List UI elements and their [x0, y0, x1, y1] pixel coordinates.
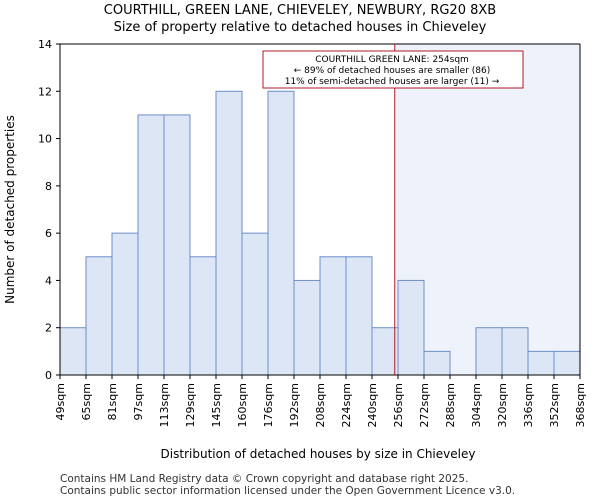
larger-region-shade: [394, 44, 580, 375]
x-tick-label: 336sqm: [522, 383, 535, 427]
x-tick-label: 65sqm: [80, 383, 93, 420]
x-tick-label: 256sqm: [392, 383, 405, 427]
x-tick-label: 240sqm: [366, 383, 379, 427]
bar-240sqm: [371, 327, 399, 376]
x-tick-label: 304sqm: [470, 383, 483, 427]
x-tick-label: 368sqm: [574, 383, 587, 427]
bar-192sqm: [293, 279, 321, 376]
bar-224sqm: [345, 256, 373, 376]
bar-208sqm: [319, 256, 347, 376]
bar-272sqm: [423, 350, 451, 376]
x-tick-label: 145sqm: [210, 383, 223, 427]
chart-subtitle: Size of property relative to detached ho…: [113, 20, 487, 35]
y-tick-label: 2: [45, 322, 52, 335]
x-tick-label: 288sqm: [444, 383, 457, 427]
bar-304sqm: [475, 327, 503, 376]
bar-49sqm: [59, 327, 87, 376]
bar-352sqm: [553, 350, 581, 376]
annotation-line-2: ← 89% of detached houses are smaller (86…: [294, 66, 491, 76]
x-tick-label: 113sqm: [158, 383, 171, 427]
y-axis-label: Number of detached properties: [3, 115, 17, 304]
y-tick-label: 12: [38, 85, 52, 98]
x-tick-label: 320sqm: [496, 383, 509, 427]
bar-145sqm: [215, 90, 243, 376]
x-tick-label: 192sqm: [288, 383, 301, 427]
x-tick-label: 352sqm: [548, 383, 561, 427]
annotation-line-3: 11% of semi-detached houses are larger (…: [285, 77, 500, 87]
x-tick-label: 81sqm: [106, 383, 119, 420]
annotation-box: [262, 50, 524, 89]
bar-176sqm: [267, 90, 295, 376]
y-tick-label: 8: [45, 180, 52, 193]
y-tick-label: 0: [45, 369, 52, 382]
x-tick-label: 97sqm: [132, 383, 145, 420]
x-tick-label: 272sqm: [418, 383, 431, 427]
y-tick-label: 6: [45, 227, 52, 240]
x-tick-label: 160sqm: [236, 383, 249, 427]
bar-320sqm: [501, 327, 529, 376]
y-tick-label: 4: [45, 274, 52, 287]
bar-97sqm: [137, 114, 165, 376]
bar-129sqm: [189, 256, 217, 376]
x-tick-label: 176sqm: [262, 383, 275, 427]
footer-line-1: Contains HM Land Registry data © Crown c…: [60, 473, 469, 485]
x-tick-label: 49sqm: [54, 383, 67, 420]
x-tick-label: 129sqm: [184, 383, 197, 427]
bar-336sqm: [527, 350, 555, 376]
x-tick-label: 208sqm: [314, 383, 327, 427]
bar-160sqm: [241, 232, 269, 376]
annotation-line-1: COURTHILL GREEN LANE: 254sqm: [315, 55, 469, 65]
chart-title: COURTHILL, GREEN LANE, CHIEVELEY, NEWBUR…: [103, 3, 497, 18]
bar-81sqm: [111, 232, 139, 376]
bar-65sqm: [85, 256, 113, 376]
bar-113sqm: [163, 114, 191, 376]
x-axis-label: Distribution of detached houses by size …: [161, 447, 476, 461]
bar-256sqm: [397, 279, 425, 376]
y-tick-label: 10: [38, 133, 52, 146]
x-tick-label: 224sqm: [340, 383, 353, 427]
y-tick-label: 14: [38, 38, 52, 51]
footer-line-2: Contains public sector information licen…: [60, 485, 516, 497]
